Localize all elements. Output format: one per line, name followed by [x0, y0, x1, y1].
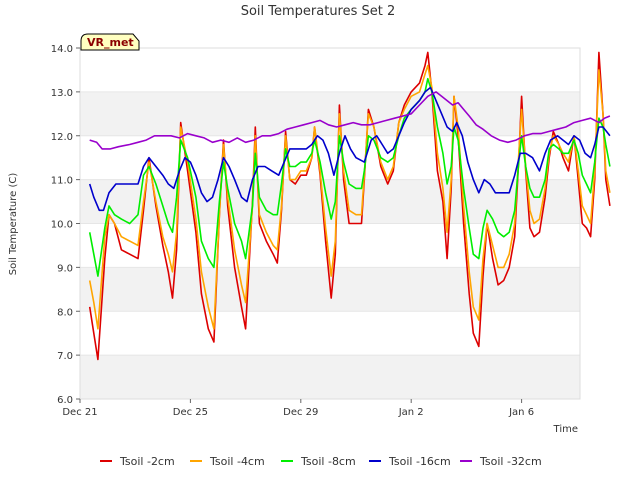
- legend: Tsoil -2cm Tsoil -4cm Tsoil -8cm Tsoil -16c…: [100, 455, 542, 468]
- series-line-tsoil-32cm: [89, 91, 611, 150]
- chart-title: Soil Temperatures Set 2: [241, 4, 396, 19]
- station-badge: VR_met: [80, 33, 140, 51]
- legend-label: Tsoil -32cm: [479, 455, 542, 468]
- y-tick-label: 10.0: [51, 220, 73, 231]
- y-tick-label: 6.0: [57, 395, 73, 406]
- y-axis: 6.0 7.0 8.0 9.0 10.0 11.0 12.0 13.0 14.0: [51, 44, 80, 406]
- y-tick-label: 13.0: [51, 88, 73, 99]
- x-axis-label: Time: [553, 424, 578, 435]
- legend-label: Tsoil -16cm: [388, 455, 451, 468]
- grid-bands: [80, 48, 580, 400]
- y-tick-label: 7.0: [57, 351, 73, 362]
- legend-label: Tsoil -4cm: [209, 455, 265, 468]
- x-tick-label: Dec 21: [62, 407, 97, 418]
- series-lines: [88, 51, 611, 361]
- x-axis: Dec 21 Dec 25 Dec 29 Jan 2 Jan 6: [62, 399, 534, 418]
- legend-label: Tsoil -8cm: [300, 455, 356, 468]
- y-tick-label: 14.0: [51, 44, 73, 55]
- y-tick-label: 9.0: [57, 263, 73, 274]
- x-tick-label: Dec 25: [173, 407, 208, 418]
- y-axis-label: Soil Temperature (C): [8, 173, 19, 276]
- y-tick-label: 12.0: [51, 132, 73, 143]
- series-line-tsoil-8cm: [88, 77, 611, 277]
- station-badge-label: VR_met: [87, 36, 134, 49]
- legend-label: Tsoil -2cm: [119, 455, 175, 468]
- grid-band: [80, 48, 580, 92]
- station-badge-shape: [80, 33, 140, 51]
- y-tick-label: 8.0: [57, 307, 73, 318]
- x-tick-label: Dec 29: [283, 407, 318, 418]
- x-tick-label: Jan 6: [508, 407, 534, 418]
- grid-band: [80, 311, 580, 356]
- series-line-tsoil-16cm: [88, 86, 611, 212]
- grid-band: [80, 355, 580, 399]
- grid-band: [80, 91, 580, 136]
- x-tick-label: Jan 2: [398, 407, 424, 418]
- y-tick-label: 11.0: [51, 176, 73, 187]
